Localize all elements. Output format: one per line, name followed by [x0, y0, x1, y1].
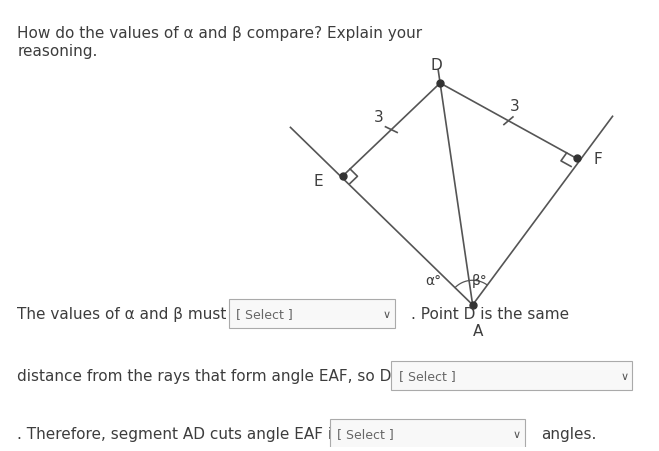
Text: A: A [473, 323, 483, 338]
Text: ∨: ∨ [383, 309, 391, 319]
Text: F: F [593, 152, 602, 166]
Text: angles.: angles. [541, 426, 596, 441]
FancyBboxPatch shape [229, 299, 395, 328]
Text: 3: 3 [374, 110, 383, 124]
Text: β°: β° [471, 274, 487, 288]
Text: 3: 3 [510, 98, 520, 114]
Text: distance from the rays that form angle EAF, so D is on the: distance from the rays that form angle E… [17, 368, 463, 383]
FancyBboxPatch shape [391, 362, 632, 391]
Text: ∨: ∨ [513, 428, 521, 438]
Text: [ Select ]: [ Select ] [337, 427, 394, 440]
FancyBboxPatch shape [330, 419, 525, 448]
Text: . Therefore, segment AD cuts angle EAF into 2: . Therefore, segment AD cuts angle EAF i… [17, 426, 372, 441]
Text: . Point D is the same: . Point D is the same [411, 307, 569, 322]
Text: [ Select ]: [ Select ] [237, 308, 293, 321]
Text: [ Select ]: [ Select ] [399, 369, 456, 382]
Text: How do the values of α and β compare? Explain your
reasoning.: How do the values of α and β compare? Ex… [17, 26, 422, 59]
Text: ∨: ∨ [620, 371, 628, 381]
Text: D: D [431, 58, 443, 73]
Text: The values of α and β must be: The values of α and β must be [17, 307, 250, 322]
Text: α°: α° [425, 274, 442, 288]
Text: E: E [314, 174, 323, 189]
